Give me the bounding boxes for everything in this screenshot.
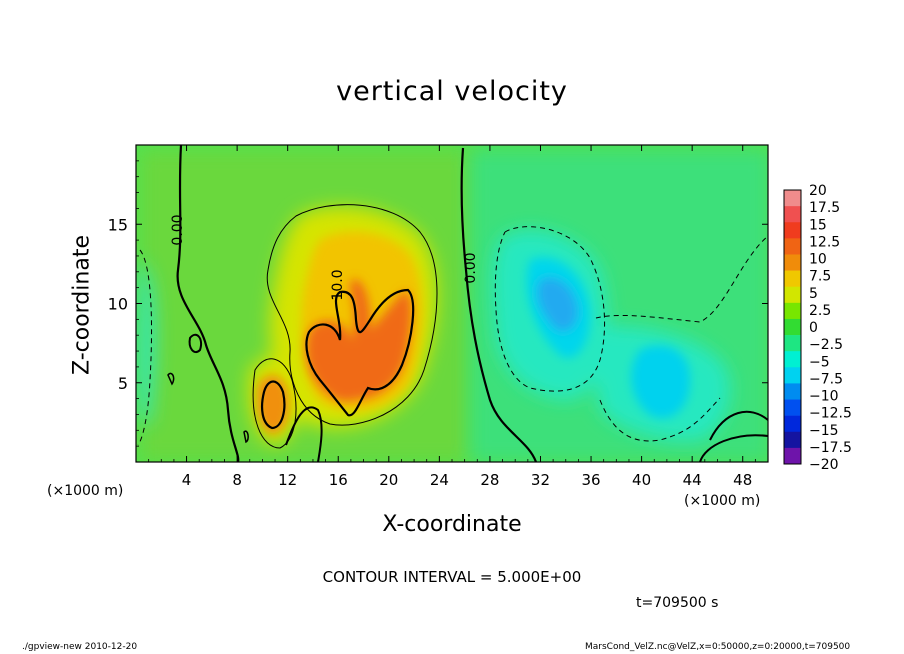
colorbar-label: 7.5 [809,269,831,285]
colorbar-label: 17.5 [809,200,840,216]
colorbar-label: 10 [809,252,827,268]
x-tick-label: 32 [531,471,550,489]
x-tick-label: 4 [182,471,192,489]
colorbar-cell [784,190,801,207]
contour-lines [137,145,768,462]
y-tick-label: 10 [108,295,128,314]
contour-label: 10.0 [330,269,346,300]
colorbar-cell [784,367,801,384]
colorbar-cell [784,399,801,416]
y-unit-label: (×1000 m) [47,483,124,499]
contour-label-text: 0.00 [463,252,479,283]
x-tick-label: 20 [379,471,398,489]
y-axis: 5 10 15 [108,160,768,447]
contour-label-text: 10.0 [330,269,346,300]
colorbar-cell [784,431,801,449]
colorbar-cell [784,351,801,368]
colorbar-cell [784,383,801,400]
x-tick-label: 28 [480,471,499,489]
colorbar-label: −5 [809,354,830,370]
colorbar-label: 0 [809,320,818,336]
colorbar-frame [783,189,802,465]
contour-label: 0.00 [463,252,479,283]
x-tick-label: 36 [581,471,600,489]
colorbar-cell [784,286,801,304]
time-label: t=709500 s [636,595,719,611]
colorbar-label: 15 [809,217,827,233]
x-tick-label: 24 [430,471,449,489]
colorbar-cell [784,335,801,352]
colorbar-cell [784,302,801,320]
x-tick-label: 44 [683,471,702,489]
colorbar-label: −17.5 [809,440,852,456]
x-axis-label: X-coordinate [382,512,522,537]
colorbar-label: 12.5 [809,234,840,250]
colorbar-label: 5 [809,286,818,302]
colorbar-label: −15 [809,423,839,439]
colorbar-cell [784,270,801,288]
colorbar-cell [784,415,801,433]
colorbar-cell [784,222,801,239]
chart-title: vertical velocity [336,76,568,107]
x-unit-label: (×1000 m) [684,493,761,509]
colorbar-cell [784,318,801,336]
x-tick-label: 16 [329,471,348,489]
colorbar-label: 2.5 [809,303,831,319]
colorbar-label: −20 [809,457,839,473]
contour-label: 0.00 [170,214,186,245]
colorbar-label: −12.5 [809,406,852,422]
colorbar-label: −10 [809,389,839,405]
colorbar-cell [784,206,801,223]
colorbar-label: −7.5 [809,371,843,387]
x-tick-label: 12 [278,471,297,489]
footer-right-text: MarsCond_VelZ.nc@VelZ,x=0:50000,z=0:2000… [585,642,851,652]
contour-label-text: 0.00 [170,214,186,245]
footer-left-text: ./gpview-new 2010-12-20 [22,642,138,652]
x-tick-label: 48 [733,471,752,489]
colorbar-label: −2.5 [809,337,843,353]
heatmap-field [136,145,768,462]
y-tick-label: 15 [108,215,128,234]
y-tick-label: 5 [118,374,128,393]
colorbar-cell [784,238,801,255]
colorbar-label: 20 [809,183,827,199]
colorbar-cell [784,254,801,271]
x-tick-label: 40 [632,471,651,489]
x-axis: 4 8 12 16 20 24 28 32 36 40 44 48 [148,145,769,489]
colorbar-cell [784,447,801,465]
y-axis-label: Z-coordinate [69,235,95,375]
x-tick-label: 8 [232,471,242,489]
contour-interval-text: CONTOUR INTERVAL = 5.000E+00 [322,568,582,586]
